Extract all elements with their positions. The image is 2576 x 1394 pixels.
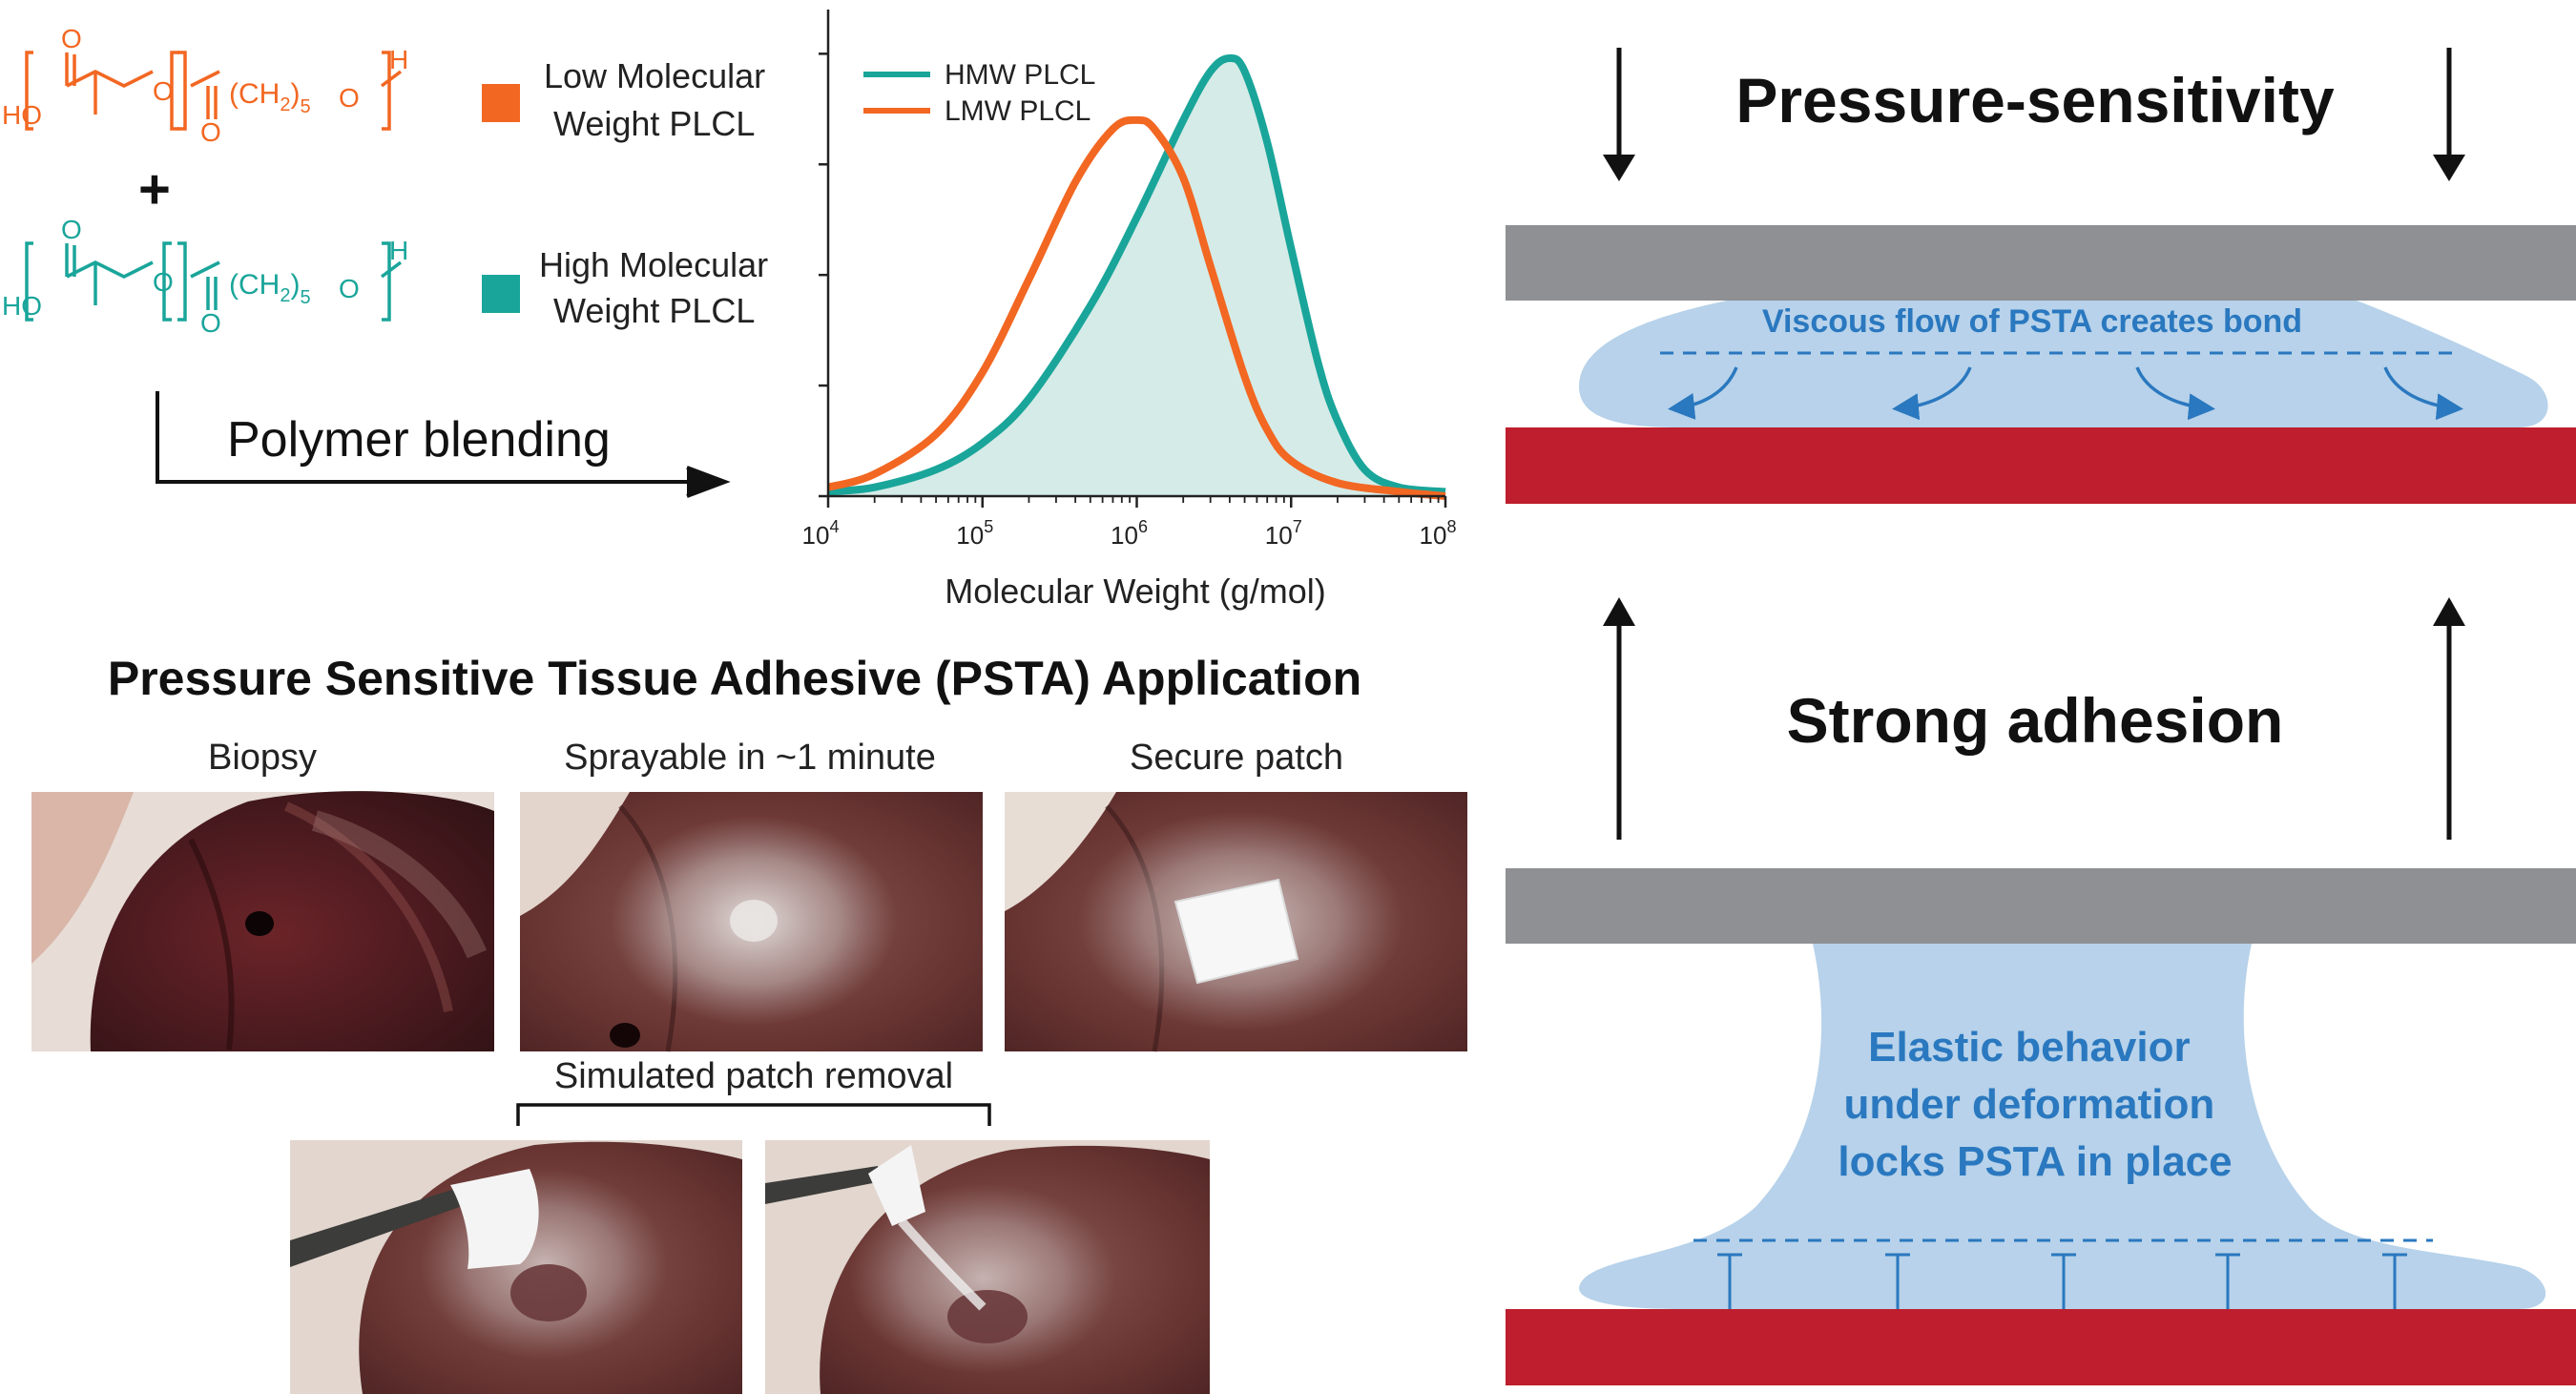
adhesive-strand-icon — [898, 1217, 987, 1311]
viscous-flow-text: Viscous flow of PSTA creates bond — [1762, 303, 2302, 340]
legend-label-low: Low Molecular Weight PLCL — [544, 56, 775, 143]
chem-hmw-ho: HO — [2, 291, 42, 321]
legend-swatch-high — [482, 275, 520, 313]
legend-swatch-low — [482, 84, 520, 122]
chart-x-axis-label: Molecular Weight (g/mol) — [945, 572, 1325, 611]
chem-lmw-ch2: (CH2)5 — [229, 78, 311, 117]
caption-sprayable: Sprayable in ~1 minute — [564, 738, 936, 778]
chem-hmw-o-end: O — [339, 274, 360, 303]
elastic-behavior-text: Elastic behavior under deformation locks… — [1838, 1024, 2232, 1185]
chem-hmw-o-mid: O — [153, 267, 174, 297]
chem-hmw-o-top: O — [61, 215, 82, 244]
chem-structure-hmw — [25, 241, 403, 322]
series-line-lmw-plcl — [826, 115, 1446, 500]
chem-hmw-h: H — [389, 236, 408, 265]
chem-lmw-o-top: O — [61, 24, 82, 53]
x-tick-label-3: 107 — [1265, 517, 1302, 550]
patch-peel-icon — [450, 1169, 539, 1269]
photo-secure-patch — [1005, 792, 1467, 1052]
tweezers-icon — [290, 1188, 467, 1267]
x-tick-label-1: 105 — [956, 517, 993, 550]
legend-label-high: High Molecular Weight PLCL — [539, 245, 778, 330]
psta-viscous-layer — [1579, 301, 2548, 427]
photo-biopsy — [31, 791, 494, 1051]
bottom-plate-1 — [1506, 427, 2576, 504]
chart-legend: HMW PLCL LMW PLCL — [863, 59, 1095, 127]
photo-removal-2 — [765, 1140, 1210, 1394]
caption-simulated-removal: Simulated patch removal — [554, 1056, 953, 1096]
series-area-0 — [828, 57, 1445, 497]
top-plate-1 — [1506, 225, 2576, 301]
photo-removal-1 — [290, 1140, 742, 1394]
biopsy-hole-small-icon — [610, 1023, 640, 1048]
strong-adhesion-title: Strong adhesion — [1787, 685, 2284, 756]
series-line-hmw-plcl — [827, 53, 1446, 496]
biopsy-hole-icon — [245, 911, 274, 936]
pressure-arrows — [1603, 48, 2465, 181]
chem-lmw-ho: HO — [2, 100, 42, 130]
top-plate-2 — [1506, 868, 2576, 944]
legend-text-hmw: HMW PLCL — [945, 59, 1095, 91]
pressure-sensitivity-title: Pressure-sensitivity — [1735, 65, 2335, 135]
legend-text-lmw: LMW PLCL — [945, 95, 1091, 127]
photo-sprayable — [520, 792, 983, 1052]
x-tick-label-4: 108 — [1420, 517, 1457, 550]
removal-bracket — [516, 1103, 991, 1126]
flow-arrows — [1668, 366, 2463, 421]
chem-lmw-o-end: O — [339, 83, 360, 113]
anchor-ticks — [1717, 1253, 2407, 1309]
chem-hmw-ch2: (CH2)5 — [229, 269, 311, 308]
x-tick-label-0: 104 — [802, 517, 840, 550]
x-tick-label-2: 106 — [1111, 517, 1148, 550]
molecular-weight-chart: 104 105 106 107 108 HMW PLCL LMW PLCL Molecu… — [802, 10, 1457, 611]
caption-biopsy: Biopsy — [208, 738, 317, 778]
chem-lmw-o-mid: O — [153, 76, 174, 106]
bottom-plate-2 — [1506, 1309, 2576, 1385]
psta-title: Pressure Sensitive Tissue Adhesive (PSTA… — [108, 652, 1361, 705]
patch-lifted-icon — [868, 1145, 925, 1226]
chem-hmw-o-bottom: O — [200, 308, 221, 338]
caption-secure-patch: Secure patch — [1130, 738, 1343, 778]
chem-lmw-h: H — [389, 45, 408, 74]
blending-arrow — [156, 391, 731, 498]
white-patch-icon — [1174, 878, 1299, 985]
plus-sign: + — [138, 158, 171, 220]
blending-label: Polymer blending — [227, 412, 611, 468]
psta-elastic-layer — [1579, 944, 2546, 1309]
tweezers-icon-2 — [765, 1166, 883, 1204]
chem-lmw-o-bottom: O — [200, 117, 221, 147]
adhesion-arrows — [1603, 597, 2465, 840]
chem-structure-lmw — [25, 51, 403, 131]
